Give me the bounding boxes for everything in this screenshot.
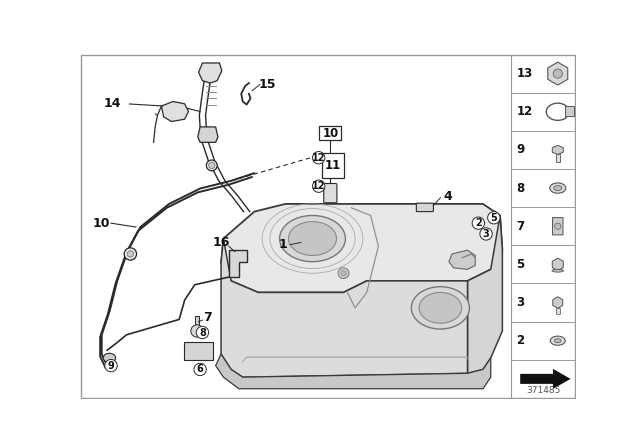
Text: 10: 10 bbox=[322, 127, 339, 140]
Circle shape bbox=[338, 268, 349, 279]
Polygon shape bbox=[221, 204, 502, 293]
Text: 12: 12 bbox=[312, 181, 326, 191]
Ellipse shape bbox=[103, 353, 116, 362]
Text: 12: 12 bbox=[516, 105, 532, 118]
Circle shape bbox=[340, 271, 346, 276]
Polygon shape bbox=[198, 127, 218, 142]
FancyBboxPatch shape bbox=[564, 106, 574, 116]
Text: 6: 6 bbox=[196, 365, 204, 375]
Circle shape bbox=[194, 363, 206, 375]
Text: 2: 2 bbox=[475, 218, 482, 228]
FancyBboxPatch shape bbox=[319, 126, 341, 140]
Bar bbox=[195, 315, 199, 327]
Ellipse shape bbox=[550, 183, 566, 193]
Circle shape bbox=[196, 326, 209, 339]
Circle shape bbox=[554, 223, 561, 229]
Circle shape bbox=[480, 228, 492, 240]
Circle shape bbox=[127, 251, 134, 257]
Ellipse shape bbox=[412, 287, 469, 329]
Polygon shape bbox=[198, 63, 222, 83]
Circle shape bbox=[105, 359, 117, 372]
Circle shape bbox=[191, 325, 204, 337]
Polygon shape bbox=[229, 250, 246, 277]
Ellipse shape bbox=[280, 215, 346, 262]
Bar bbox=[556, 154, 560, 162]
Polygon shape bbox=[216, 354, 491, 389]
Text: 9: 9 bbox=[108, 361, 115, 370]
Ellipse shape bbox=[554, 185, 562, 191]
Polygon shape bbox=[467, 215, 502, 373]
FancyBboxPatch shape bbox=[184, 342, 212, 360]
Text: 4: 4 bbox=[444, 190, 452, 202]
FancyBboxPatch shape bbox=[324, 184, 337, 203]
Text: 3: 3 bbox=[516, 296, 524, 309]
Polygon shape bbox=[221, 238, 467, 377]
Text: 11: 11 bbox=[324, 159, 340, 172]
Text: 3: 3 bbox=[483, 229, 490, 239]
Polygon shape bbox=[520, 369, 571, 389]
Circle shape bbox=[553, 69, 563, 78]
Text: 12: 12 bbox=[312, 153, 326, 163]
Text: 5: 5 bbox=[516, 258, 525, 271]
Text: 13: 13 bbox=[516, 67, 532, 80]
Circle shape bbox=[472, 217, 484, 229]
FancyBboxPatch shape bbox=[552, 218, 563, 235]
Text: 5: 5 bbox=[490, 213, 497, 223]
FancyBboxPatch shape bbox=[322, 153, 344, 178]
Ellipse shape bbox=[552, 269, 564, 272]
Bar bbox=[556, 308, 559, 314]
FancyBboxPatch shape bbox=[417, 203, 433, 211]
Ellipse shape bbox=[554, 339, 561, 343]
Text: 15: 15 bbox=[259, 78, 276, 91]
Text: 10: 10 bbox=[93, 217, 111, 230]
Circle shape bbox=[312, 151, 325, 164]
Polygon shape bbox=[161, 102, 189, 121]
Circle shape bbox=[206, 160, 217, 171]
Polygon shape bbox=[552, 145, 563, 155]
Ellipse shape bbox=[550, 336, 565, 345]
Text: 16: 16 bbox=[212, 236, 230, 249]
Text: 8: 8 bbox=[199, 327, 206, 337]
Polygon shape bbox=[552, 258, 563, 271]
Text: 14: 14 bbox=[104, 97, 122, 110]
Circle shape bbox=[488, 211, 500, 224]
Circle shape bbox=[209, 162, 215, 168]
Polygon shape bbox=[449, 250, 476, 269]
Text: 7: 7 bbox=[204, 310, 212, 323]
Ellipse shape bbox=[289, 222, 337, 255]
Text: 8: 8 bbox=[516, 181, 525, 194]
Polygon shape bbox=[548, 62, 568, 85]
Ellipse shape bbox=[419, 293, 461, 323]
Circle shape bbox=[124, 248, 136, 260]
Text: 2: 2 bbox=[516, 334, 524, 347]
Text: 9: 9 bbox=[516, 143, 525, 156]
Polygon shape bbox=[553, 297, 563, 308]
Text: 7: 7 bbox=[516, 220, 524, 233]
Circle shape bbox=[312, 180, 325, 192]
Text: 1: 1 bbox=[278, 238, 287, 251]
Text: 371485: 371485 bbox=[526, 386, 561, 395]
